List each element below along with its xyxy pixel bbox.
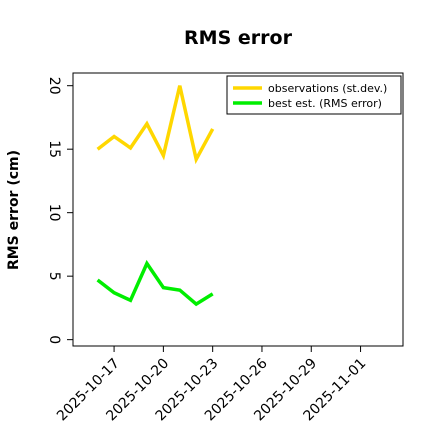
series-line-observations — [96, 85, 215, 165]
y-tick-label: 15 — [46, 140, 62, 158]
x-axis: 2025-10-172025-10-202025-10-232025-10-26… — [54, 346, 369, 424]
y-tick-label: 10 — [46, 204, 62, 222]
legend-label-observations: observations (st.dev.) — [268, 82, 387, 95]
y-tick-label: 0 — [46, 335, 62, 344]
y-axis-label: RMS error (cm) — [6, 150, 22, 270]
plot-frame — [72, 72, 404, 347]
y-tick-label: 5 — [46, 272, 62, 281]
legend-box — [226, 75, 402, 115]
y-axis: 0 5 10 15 20 — [46, 77, 73, 344]
series-line-best-estimate — [96, 259, 214, 307]
y-tick-label: 20 — [46, 77, 62, 95]
series-lines — [96, 85, 215, 307]
chart-title: RMS error — [184, 27, 293, 49]
legend: observations (st.dev.) best est. (RMS er… — [226, 75, 402, 115]
legend-label-best-estimate: best est. (RMS error) — [268, 97, 382, 110]
